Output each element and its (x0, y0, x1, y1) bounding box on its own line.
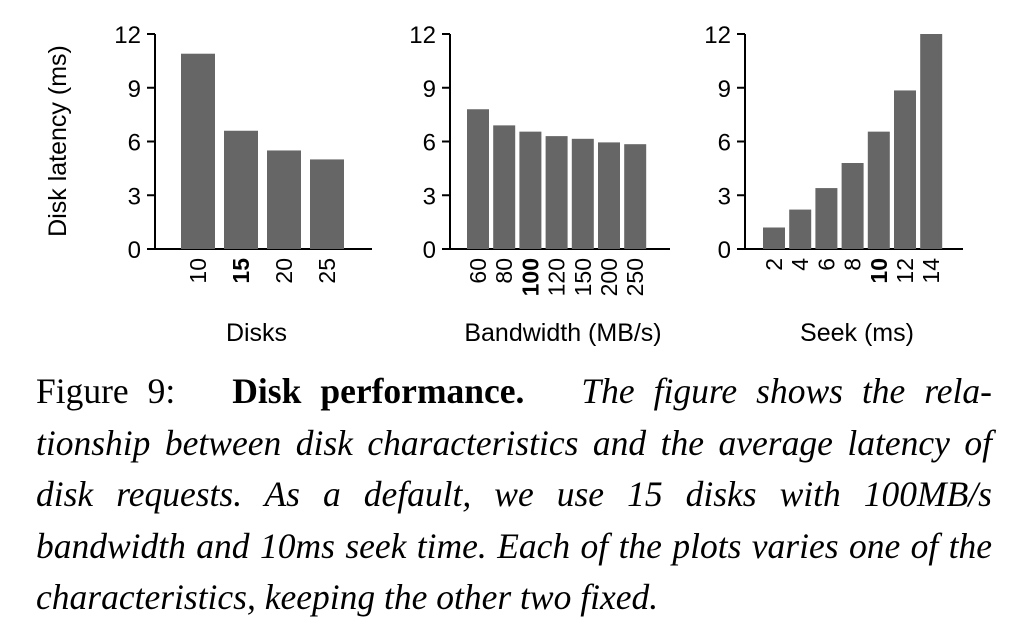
bar-60 (467, 109, 489, 249)
y-tick-label: 0 (128, 237, 141, 264)
x-tick-label: 10 (866, 258, 892, 284)
x-tick-label: 20 (271, 258, 297, 284)
y-tick-label: 9 (423, 76, 436, 103)
chart-panel-2: 0 3 6 9 12 60 80 100 120 150 200 250 Bandwidth (MB/s… (409, 22, 670, 347)
y-tick-label: 9 (128, 76, 141, 103)
bar-10 (867, 131, 890, 249)
x-tick-label: 4 (787, 258, 813, 271)
figure-caption: Figure 9: Disk performance. The figure s… (36, 366, 992, 624)
bar-2 (763, 227, 785, 249)
bar-6 (815, 188, 838, 249)
bar-15 (224, 130, 258, 249)
y-tick-label: 6 (128, 130, 141, 157)
bar-150 (571, 138, 594, 249)
x-tick-label: 15 (228, 258, 254, 284)
caption-line-5: the characteristics, keeping the other t… (36, 525, 992, 618)
x-axis-label: Bandwidth (MB/s) (464, 319, 661, 347)
x-axis-label: Disks (226, 319, 287, 347)
x-tick-label: 250 (622, 258, 648, 296)
x-tick-label: 200 (596, 258, 622, 296)
y-axis-label: Disk latency (ms) (44, 45, 72, 237)
bar-20 (267, 150, 301, 249)
bar-25 (310, 159, 344, 249)
bar-8 (841, 163, 864, 249)
bar-120 (545, 136, 568, 249)
x-tick-label: 80 (491, 258, 517, 284)
x-tick-label: 6 (813, 258, 839, 271)
y-tick-label: 6 (718, 130, 731, 157)
caption-line-1: The figure shows the rela- (581, 371, 992, 411)
bar-80 (493, 125, 516, 249)
x-tick-label: 12 (892, 258, 918, 284)
y-tick-label: 3 (718, 183, 731, 210)
caption-line-2: tionship between disk characteristics an… (36, 422, 950, 463)
caption-line-4: bandwidth and 10ms seek time. Each of th… (36, 525, 939, 566)
y-tick-label: 0 (423, 237, 436, 264)
x-tick-label: 2 (761, 258, 787, 271)
bar-4 (789, 209, 812, 249)
x-tick-label: 10 (185, 258, 211, 284)
y-tick-label: 6 (423, 130, 436, 157)
y-tick-label: 3 (128, 183, 141, 210)
y-tick-label: 9 (718, 76, 731, 103)
x-tick-label: 14 (918, 258, 944, 284)
y-tick-label: 0 (718, 237, 731, 264)
bar-14 (920, 34, 943, 249)
x-tick-label: 150 (570, 258, 596, 296)
figure-title: Disk performance. (232, 371, 525, 411)
x-axis-label: Seek (ms) (800, 319, 914, 347)
caption-line-3: of disk requests. As a default, we use 1… (36, 422, 993, 515)
x-tick-label: 60 (465, 258, 491, 284)
y-tick-label: 3 (423, 183, 436, 210)
bar-10 (181, 53, 215, 250)
x-tick-label: 120 (544, 258, 570, 296)
chart-panel-1: 0 3 6 9 12 10 15 20 25 Disks (114, 22, 372, 347)
y-tick-label: 12 (409, 22, 436, 49)
x-tick-label: 8 (840, 258, 866, 271)
bar-250 (624, 144, 647, 249)
bar-12 (894, 90, 916, 249)
bar-100 (519, 131, 542, 249)
figure-label: Figure 9: (36, 371, 176, 411)
y-tick-label: 12 (704, 22, 731, 49)
x-tick-label: 100 (517, 258, 543, 296)
bar-200 (598, 142, 620, 249)
y-tick-label: 12 (114, 22, 141, 49)
x-tick-label: 25 (314, 258, 340, 284)
